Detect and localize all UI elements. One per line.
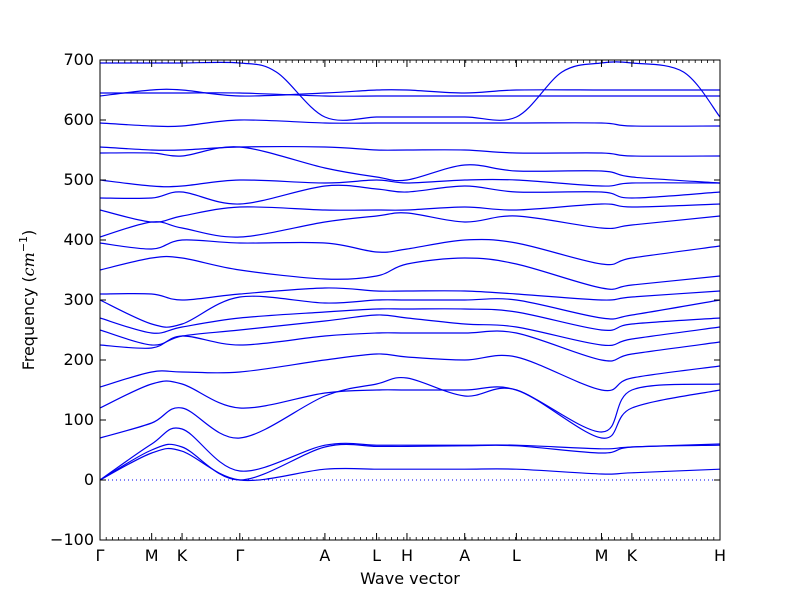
band-line-16 [100, 184, 720, 205]
band-line-6 [100, 353, 720, 392]
band-line-13 [100, 238, 720, 266]
band-line-21 [100, 88, 720, 97]
x-axis-title: Wave vector [360, 569, 460, 588]
x-tick-label: A [459, 546, 470, 565]
y-tick-label: 400 [63, 230, 94, 249]
x-tick-label: K [627, 546, 638, 565]
x-tick-label: K [177, 546, 188, 565]
band-line-5 [100, 380, 720, 433]
y-axis-title-suffix: ) [19, 230, 38, 236]
band-line-17 [100, 178, 720, 188]
x-tick-label: Γ [96, 546, 105, 565]
y-axis-title: Frequency (cm−1) [17, 230, 38, 371]
x-tick-label: Γ [235, 546, 244, 565]
y-tick-label: 200 [63, 350, 94, 369]
x-tick-label: M [145, 546, 159, 565]
y-tick-label: 300 [63, 290, 94, 309]
x-tick-label: H [401, 546, 413, 565]
y-tick-label: 500 [63, 170, 94, 189]
x-tick-label: M [595, 546, 609, 565]
y-axis-title-prefix: Frequency ( [19, 276, 38, 370]
y-tick-label: −100 [50, 530, 94, 549]
x-tick-label: H [714, 546, 726, 565]
band-line-3 [100, 427, 720, 481]
band-line-14 [100, 212, 720, 238]
band-line-12 [100, 255, 720, 290]
y-tick-label: 100 [63, 410, 94, 429]
band-line-15 [100, 203, 720, 223]
y-tick-label: 700 [63, 50, 94, 69]
band-line-19 [100, 146, 720, 157]
band-line-2 [100, 443, 720, 481]
band-line-20 [100, 119, 720, 128]
y-axis-ticks: −100 0 100 200 300 400 500 600 700 [50, 50, 720, 549]
x-tick-label: L [512, 546, 521, 565]
band-line-4 [100, 376, 720, 439]
y-axis-title-unit: cm [19, 252, 38, 276]
band-line-1 [100, 447, 720, 482]
band-line-9 [100, 308, 720, 334]
band-series-group [100, 61, 720, 482]
x-tick-label: L [372, 546, 381, 565]
band-line-11 [100, 287, 720, 301]
y-tick-label: 0 [84, 470, 94, 489]
band-line-18 [100, 146, 720, 184]
y-axis-title-exponent: −1 [17, 236, 30, 252]
y-tick-label: 600 [63, 110, 94, 129]
x-tick-label: A [319, 546, 330, 565]
band-line-8 [100, 314, 720, 347]
band-line-10 [100, 295, 720, 328]
band-line-22 [100, 92, 720, 97]
